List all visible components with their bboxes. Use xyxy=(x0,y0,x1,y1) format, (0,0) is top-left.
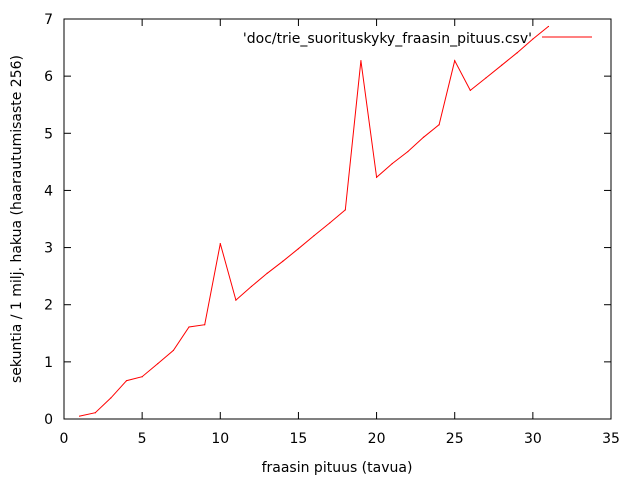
data-point xyxy=(454,60,456,62)
data-point xyxy=(375,176,378,178)
data-point xyxy=(79,415,81,417)
y-tick-label: 1 xyxy=(44,355,53,371)
x-tick-label: 0 xyxy=(60,431,69,447)
data-point xyxy=(110,397,112,399)
data-point xyxy=(188,326,190,328)
data-point xyxy=(422,136,425,138)
x-tick-label: 35 xyxy=(602,431,620,447)
y-tick-label: 6 xyxy=(44,69,53,85)
data-point xyxy=(329,222,331,224)
data-point xyxy=(344,209,346,211)
x-axis: 0 5 10 15 20 25 30 35 xyxy=(60,19,620,447)
data-point xyxy=(266,272,268,274)
data-point xyxy=(204,324,206,326)
data-point xyxy=(172,349,174,352)
series-layer xyxy=(79,25,550,417)
data-point xyxy=(94,412,96,414)
y-tick-label: 0 xyxy=(44,412,53,428)
x-tick-label: 25 xyxy=(446,431,464,447)
data-point xyxy=(532,38,534,40)
data-point xyxy=(501,64,503,66)
y-tick-label: 2 xyxy=(44,298,53,314)
data-point xyxy=(235,299,237,301)
y-axis: 0 1 2 3 4 5 6 7 xyxy=(44,12,611,428)
x-axis-label: fraasin pituus (tavua) xyxy=(262,460,413,476)
y-tick-label: 7 xyxy=(44,12,53,28)
series-line xyxy=(79,26,549,417)
data-point xyxy=(282,260,284,262)
legend-entry-label: 'doc/trie_suorituskyky_fraasin_pituus.cs… xyxy=(243,31,532,47)
data-point xyxy=(250,285,253,288)
plot-frame xyxy=(63,18,612,420)
legend: 'doc/trie_suorituskyky_fraasin_pituus.cs… xyxy=(243,31,592,47)
data-point xyxy=(485,77,487,79)
data-point xyxy=(547,25,550,28)
data-point xyxy=(141,376,143,378)
y-tick-label: 3 xyxy=(44,241,53,257)
data-point xyxy=(391,162,393,165)
data-point xyxy=(516,52,518,54)
y-tick-label: 4 xyxy=(44,183,53,199)
x-tick-label: 30 xyxy=(524,431,542,447)
data-point xyxy=(157,362,159,365)
data-point xyxy=(407,150,409,153)
data-point xyxy=(313,234,315,237)
x-tick-label: 10 xyxy=(211,431,229,447)
x-tick-label: 5 xyxy=(138,431,147,447)
y-axis-label: sekuntia / 1 milj. hakua (haarautumisast… xyxy=(9,55,25,383)
data-point xyxy=(438,124,440,126)
y-tick-label: 5 xyxy=(44,126,53,142)
x-tick-label: 15 xyxy=(290,431,308,447)
data-point xyxy=(360,60,362,62)
x-tick-label: 20 xyxy=(368,431,386,447)
data-point xyxy=(219,242,221,245)
data-point xyxy=(125,380,128,382)
data-point xyxy=(297,248,300,250)
data-point xyxy=(469,89,471,92)
